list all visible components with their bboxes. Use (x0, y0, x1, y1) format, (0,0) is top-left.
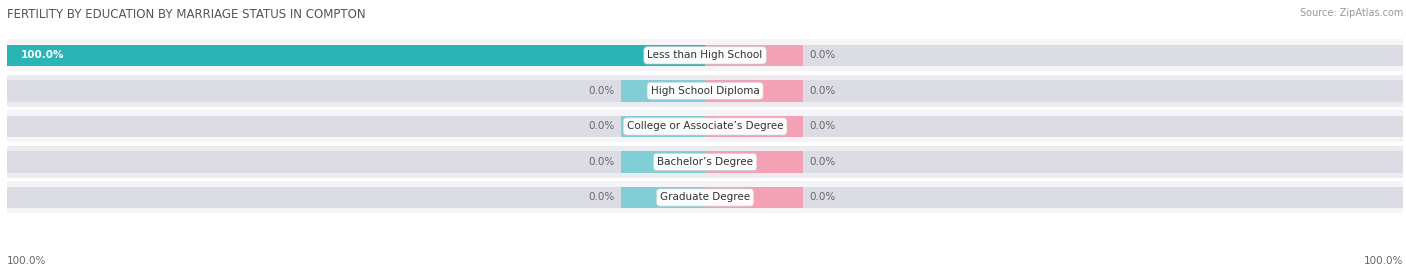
Text: Graduate Degree: Graduate Degree (659, 193, 751, 203)
Bar (7, 151, 1403, 173)
Bar (621, 151, 706, 173)
Text: 0.0%: 0.0% (588, 121, 614, 132)
Bar (7, 75, 1403, 107)
Text: 0.0%: 0.0% (810, 121, 837, 132)
Bar (621, 116, 706, 137)
Bar (7, 187, 1403, 208)
Text: Source: ZipAtlas.com: Source: ZipAtlas.com (1299, 8, 1403, 18)
Bar (7, 146, 1403, 178)
Bar (7, 182, 1403, 214)
Text: Less than High School: Less than High School (648, 50, 762, 60)
Bar (621, 80, 706, 102)
Text: FERTILITY BY EDUCATION BY MARRIAGE STATUS IN COMPTON: FERTILITY BY EDUCATION BY MARRIAGE STATU… (7, 8, 366, 21)
Text: Bachelor’s Degree: Bachelor’s Degree (657, 157, 754, 167)
Bar (706, 187, 803, 208)
Text: 0.0%: 0.0% (810, 50, 837, 60)
Text: 0.0%: 0.0% (810, 86, 837, 96)
Bar (706, 151, 803, 173)
Bar (621, 187, 706, 208)
Bar (7, 45, 1403, 66)
Text: 100.0%: 100.0% (21, 50, 65, 60)
Text: High School Diploma: High School Diploma (651, 86, 759, 96)
Text: 0.0%: 0.0% (810, 157, 837, 167)
Bar (7, 45, 706, 66)
Text: 100.0%: 100.0% (1364, 256, 1403, 266)
Bar (7, 39, 1403, 71)
Bar (7, 80, 1403, 102)
Text: 0.0%: 0.0% (810, 193, 837, 203)
Bar (706, 45, 803, 66)
Bar (706, 116, 803, 137)
Text: 0.0%: 0.0% (588, 157, 614, 167)
Bar (7, 116, 1403, 137)
Text: 0.0%: 0.0% (588, 86, 614, 96)
Text: College or Associate’s Degree: College or Associate’s Degree (627, 121, 783, 132)
Text: 100.0%: 100.0% (7, 256, 46, 266)
Bar (7, 111, 1403, 142)
Bar (706, 80, 803, 102)
Text: 0.0%: 0.0% (588, 193, 614, 203)
